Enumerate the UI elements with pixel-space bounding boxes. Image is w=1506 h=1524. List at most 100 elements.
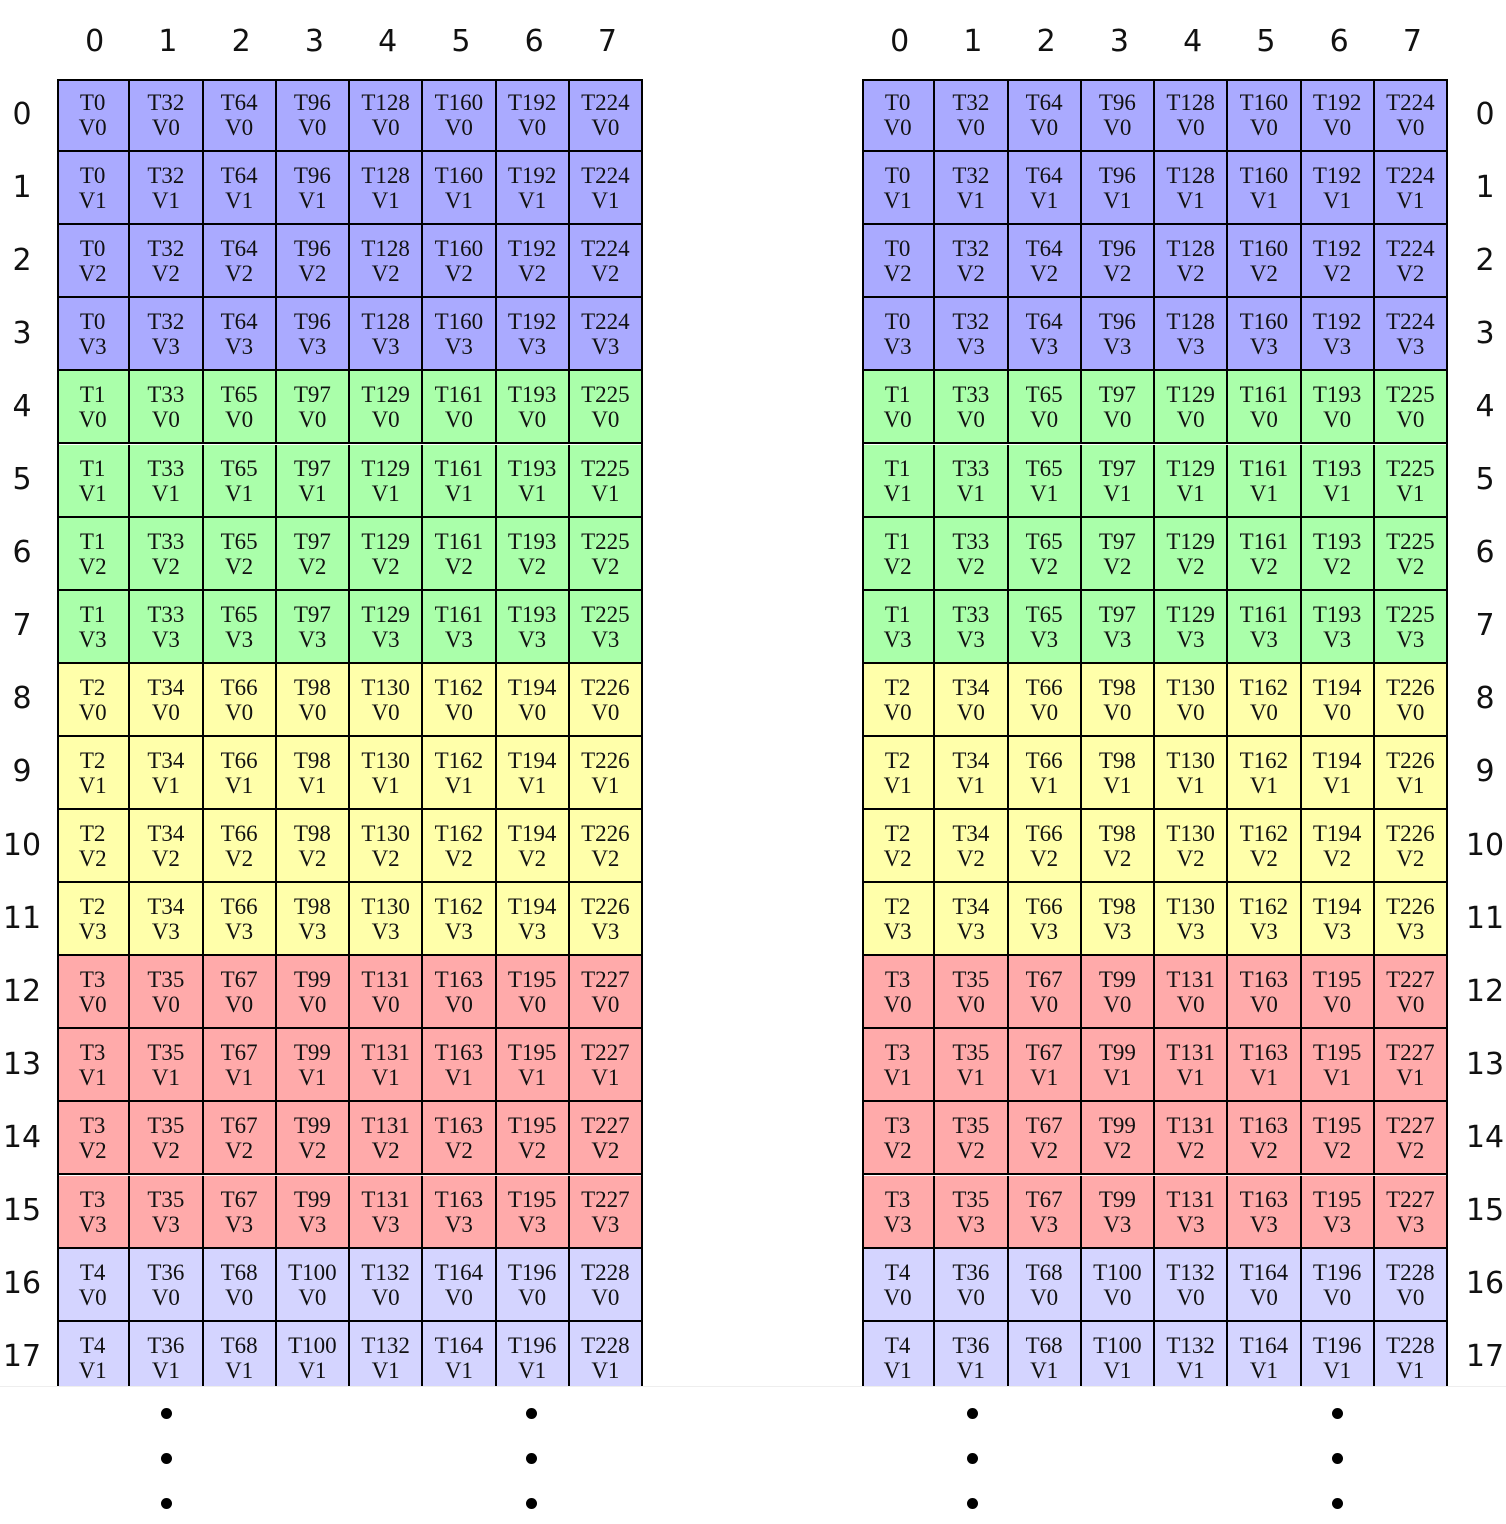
- thread-id: T163: [1239, 1113, 1289, 1139]
- column-label: 1: [158, 24, 178, 59]
- grid-cell: T227 V1: [1374, 1029, 1446, 1103]
- value-id: V2: [444, 1138, 473, 1164]
- grid-cell: T66 V3: [203, 883, 277, 957]
- grid-cell: T162 V3: [1228, 883, 1302, 957]
- grid-cell: T225 V1: [1374, 444, 1446, 518]
- thread-id: T194: [1312, 747, 1362, 773]
- grid-cell: T97 V1: [1081, 444, 1155, 518]
- value-id: V0: [1396, 407, 1425, 433]
- thread-id: T131: [1166, 1040, 1215, 1066]
- value-id: V0: [151, 407, 180, 433]
- grid-cell: T224 V1: [1374, 152, 1446, 226]
- thread-id: T99: [293, 967, 331, 993]
- grid-cell: T225 V3: [1374, 590, 1446, 664]
- right-row-label: 1: [1475, 169, 1495, 205]
- value-id: V0: [78, 1284, 107, 1310]
- value-id: V1: [1030, 1357, 1059, 1383]
- grid-cell: T225 V2: [1374, 517, 1446, 591]
- thread-id: T35: [952, 1113, 990, 1139]
- thread-id: T226: [581, 894, 630, 920]
- value-id: V1: [1176, 772, 1205, 798]
- thread-id: T128: [1166, 163, 1215, 189]
- grid-cell: T96 V2: [1081, 225, 1155, 299]
- thread-id: T67: [220, 1113, 258, 1139]
- value-id: V2: [1323, 1138, 1352, 1164]
- thread-id: T3: [884, 1040, 911, 1066]
- value-id: V1: [444, 188, 473, 214]
- value-id: V1: [1323, 188, 1352, 214]
- value-id: V2: [298, 261, 327, 287]
- grid-cell: T1 V2: [864, 517, 936, 591]
- thread-id: T66: [220, 674, 258, 700]
- thread-id: T98: [293, 894, 331, 920]
- left-row-label: 6: [12, 535, 32, 571]
- grid-cell: T67 V0: [1008, 956, 1082, 1030]
- grid-cell: T35 V1: [130, 1029, 204, 1103]
- thread-id: T131: [361, 1186, 410, 1212]
- grid-cell: T32 V0: [935, 81, 1009, 153]
- thread-id: T195: [507, 1040, 557, 1066]
- grid-cell: T192 V2: [1301, 225, 1375, 299]
- thread-id: T194: [1312, 674, 1362, 700]
- left-row-label: 16: [2, 1266, 42, 1302]
- value-id: V2: [1323, 553, 1352, 579]
- grid-cell: T131 V0: [350, 956, 424, 1030]
- grid-cell: T131 V3: [1155, 1175, 1229, 1249]
- value-id: V3: [518, 334, 547, 360]
- grid-cell: T99 V1: [1081, 1029, 1155, 1103]
- value-id: V3: [591, 626, 620, 652]
- thread-id: T97: [293, 528, 331, 554]
- thread-id: T67: [220, 1186, 258, 1212]
- thread-id: T196: [507, 1259, 557, 1285]
- grid-cell: T227 V2: [1374, 1102, 1446, 1176]
- grid-cell: T35 V0: [130, 956, 204, 1030]
- grid-cell: T0 V2: [59, 225, 131, 299]
- thread-id: T226: [1386, 674, 1435, 700]
- thread-id: T97: [1098, 601, 1136, 627]
- left-row-label: 4: [12, 388, 32, 424]
- value-id: V2: [591, 846, 620, 871]
- grid-cell: T194 V2: [1301, 810, 1375, 884]
- value-id: V0: [78, 115, 107, 140]
- grid-cell: T3 V2: [59, 1102, 131, 1176]
- thread-id: T2: [884, 894, 911, 920]
- thread-id: T224: [1386, 236, 1435, 262]
- thread-id: T33: [147, 382, 185, 408]
- thread-id: T225: [1386, 601, 1435, 627]
- thread-id: T3: [884, 1186, 911, 1212]
- thread-id: T0: [79, 90, 106, 115]
- value-id: V3: [1103, 626, 1132, 652]
- thread-id: T163: [434, 1186, 484, 1212]
- value-id: V0: [1323, 699, 1352, 725]
- thread-id: T195: [1312, 1113, 1362, 1139]
- value-id: V3: [591, 334, 620, 360]
- grid-cell: T224 V0: [569, 81, 641, 153]
- thread-id: T162: [1239, 674, 1289, 700]
- thread-id: T34: [952, 821, 990, 846]
- value-id: V0: [1176, 407, 1205, 433]
- thread-id: T64: [220, 163, 258, 189]
- value-id: V0: [151, 699, 180, 725]
- grid-cell: T227 V0: [569, 956, 641, 1030]
- grid-cell: T64 V0: [1008, 81, 1082, 153]
- right-row-label: 2: [1475, 242, 1495, 278]
- value-id: V0: [1030, 1284, 1059, 1310]
- thread-id: T196: [1312, 1259, 1362, 1285]
- value-id: V2: [1030, 553, 1059, 579]
- thread-id: T36: [952, 1259, 990, 1285]
- grid-cell: T130 V0: [350, 663, 424, 737]
- grid-cell: T99 V3: [276, 1175, 350, 1249]
- grid-cell: T64 V1: [203, 152, 277, 226]
- value-id: V1: [883, 480, 912, 506]
- value-id: V0: [444, 407, 473, 433]
- thread-id: T162: [434, 747, 484, 773]
- ellipsis-dot: [160, 1497, 172, 1509]
- value-id: V1: [518, 772, 547, 798]
- thread-id: T97: [1098, 382, 1136, 408]
- value-id: V0: [518, 992, 547, 1018]
- thread-id: T2: [79, 747, 106, 773]
- thread-id: T164: [1239, 1332, 1289, 1358]
- value-id: V1: [78, 188, 107, 214]
- thread-id: T34: [952, 674, 990, 700]
- grid-cell: T68 V0: [1008, 1248, 1082, 1322]
